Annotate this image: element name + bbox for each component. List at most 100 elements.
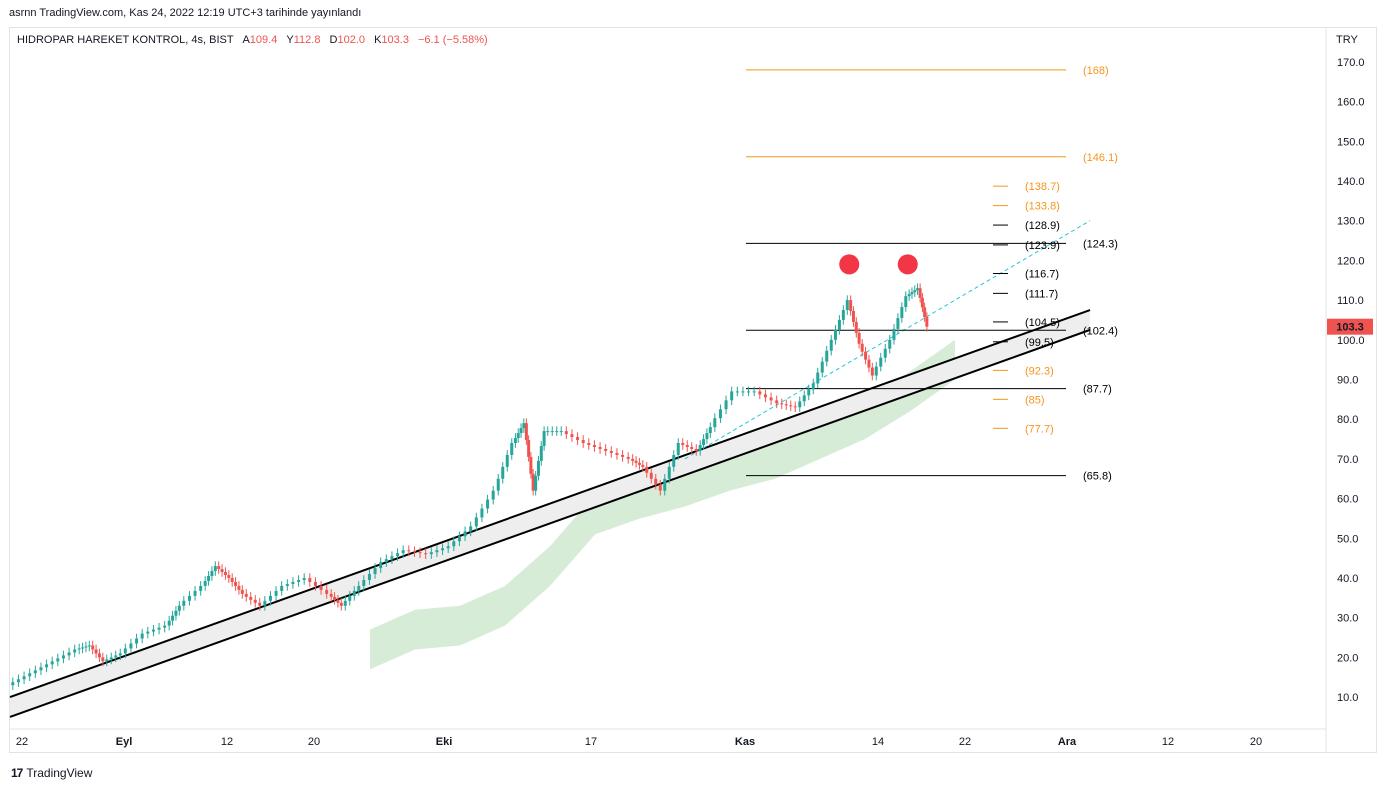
candle-body (325, 589, 329, 594)
candle-body (418, 552, 422, 554)
candle-body (249, 596, 253, 600)
candle-body (285, 583, 289, 586)
candle-body (429, 552, 433, 555)
candle-body (140, 633, 144, 639)
candle-body (207, 576, 211, 581)
peak-marker (897, 254, 918, 275)
candle-body (845, 300, 849, 311)
candle-body (396, 553, 400, 557)
candle-body (524, 423, 528, 441)
y-tick-label: 130.0 (1337, 216, 1365, 228)
candle-body (56, 658, 60, 662)
candle-body (681, 443, 685, 446)
candle-body (860, 343, 864, 352)
candle-body (784, 404, 788, 406)
candle-body (735, 391, 739, 393)
x-tick-label: 14 (872, 736, 884, 748)
fib-level-label: (104.5) (1025, 317, 1060, 329)
candle-body (97, 653, 101, 658)
candle-body (539, 445, 543, 461)
x-tick-label: 12 (221, 736, 233, 748)
candle-body (109, 657, 113, 660)
y-tick-label: 40.0 (1337, 573, 1358, 585)
level-label: (102.4) (1083, 325, 1118, 337)
level-label: (168) (1083, 65, 1109, 77)
candle-body (469, 526, 473, 532)
candle-body (626, 456, 630, 459)
candle-body (637, 462, 641, 465)
candle-body (685, 445, 689, 447)
y-tick-label: 170.0 (1337, 57, 1365, 69)
candle-body (16, 679, 20, 683)
candle-body (171, 615, 175, 621)
candle-body (123, 648, 127, 654)
candle-body (874, 366, 878, 376)
y-tick-label: 140.0 (1337, 176, 1365, 188)
candle-body (441, 548, 445, 551)
y-tick-label: 120.0 (1337, 255, 1365, 267)
y-tick-label: 150.0 (1337, 136, 1365, 148)
candle-body (564, 431, 568, 435)
x-tick-label: Eyl (116, 736, 133, 748)
candle-body (763, 394, 767, 398)
candle-body (698, 445, 702, 451)
candle-body (348, 595, 352, 601)
candle-body (174, 610, 178, 616)
candle-body (867, 359, 871, 368)
candle-body (333, 596, 337, 600)
level-label: (87.7) (1083, 384, 1112, 396)
candle-body (741, 391, 745, 393)
candle-body (480, 508, 484, 518)
candle-body (724, 400, 728, 410)
candle-body (157, 627, 161, 630)
candle-body (474, 517, 478, 527)
candle-body (900, 307, 904, 318)
x-tick-label: 22 (16, 736, 28, 748)
candle-body (213, 566, 217, 572)
candle-body (223, 572, 227, 576)
candle-body (496, 478, 500, 491)
dashed-trend-line (684, 220, 1091, 460)
y-tick-label: 110.0 (1337, 295, 1364, 307)
candle-body (667, 466, 671, 479)
candle-body (609, 450, 613, 453)
candle-body (263, 600, 267, 606)
y-tick-label: 100.0 (1337, 335, 1365, 347)
candle-body (401, 550, 405, 554)
candle-body (81, 647, 85, 649)
candle-body (816, 372, 820, 384)
candle-body (357, 585, 361, 591)
candle-body (621, 454, 625, 457)
publisher-attribution: asrnn TradingView.com, Kas 24, 2022 12:1… (9, 7, 362, 19)
symbol-name[interactable]: HIDROPAR HAREKET KONTROL, 4s, BIST (17, 34, 234, 46)
fib-level-label: (138.7) (1025, 181, 1060, 193)
candle-body (907, 294, 911, 297)
x-tick-label: 12 (1162, 736, 1174, 748)
candle-body (851, 311, 855, 322)
peak-marker (839, 254, 860, 275)
candle-body (802, 395, 806, 402)
low-value: 102.0 (337, 34, 365, 46)
candle-body (559, 431, 563, 433)
candle-body (829, 339, 833, 351)
candle-body (513, 438, 517, 444)
fib-level-label: (133.8) (1025, 201, 1060, 213)
candle-body (641, 464, 645, 467)
candle-body (841, 310, 845, 320)
candle-body (230, 578, 234, 582)
candle-body (135, 638, 139, 644)
candle-body (542, 431, 546, 446)
candle-body (452, 541, 456, 547)
fib-level-label: (128.9) (1025, 220, 1060, 232)
candle-body (329, 593, 333, 597)
x-tick-label: 17 (585, 736, 597, 748)
candle-body (550, 431, 554, 433)
candle-body (505, 454, 509, 467)
candle-body (904, 296, 908, 308)
candle-body (67, 652, 71, 656)
candle-body (529, 456, 533, 474)
candle-body (457, 536, 461, 542)
fib-level-label: (111.7) (1025, 288, 1058, 300)
candle-body (925, 317, 929, 327)
